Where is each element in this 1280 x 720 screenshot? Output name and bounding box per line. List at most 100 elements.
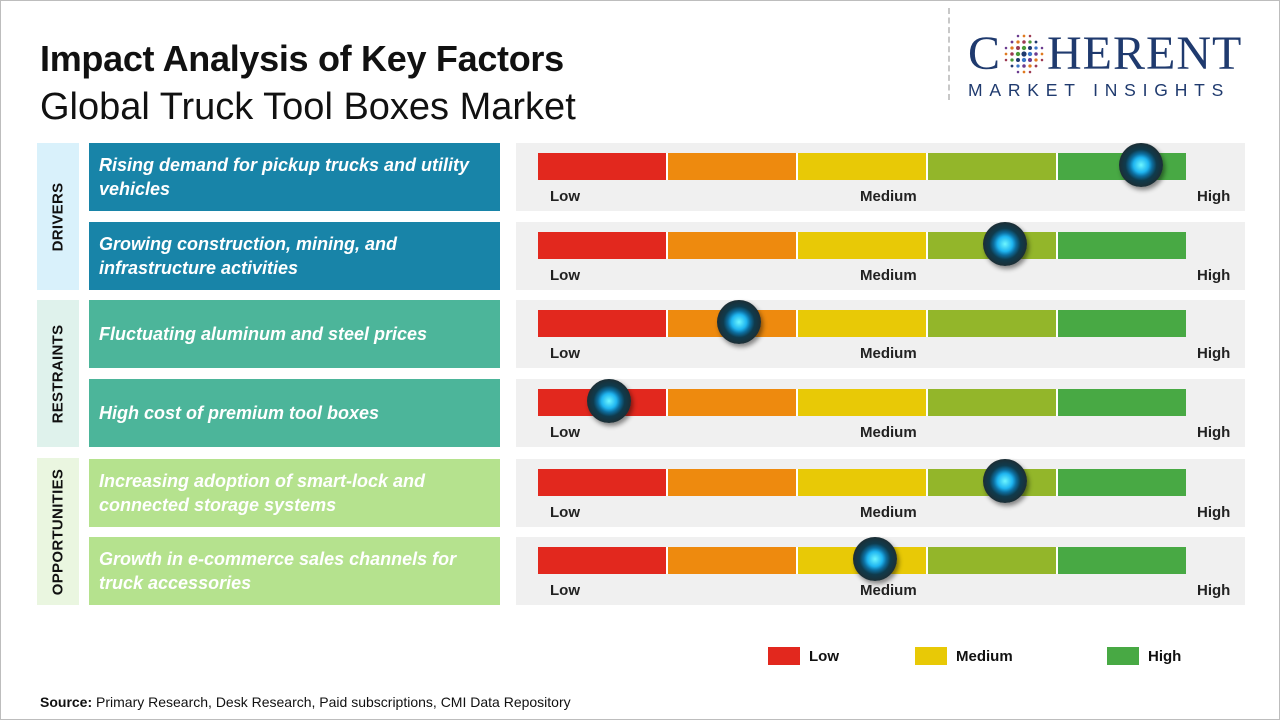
legend-label: Low [809,647,839,665]
gauge-label-low: Low [550,424,580,441]
segment-low [538,153,666,180]
legend-item-high: High [1107,647,1181,665]
segment-medium-high [926,547,1056,574]
segment-medium [796,469,926,496]
impact-marker [587,379,632,423]
legend-item-low: Low [768,647,839,665]
factor-text: Increasing adoption of smart-lock and co… [99,471,426,515]
gauge-label-high: High [1197,582,1231,599]
factor-box: Growing construction, mining, and infras… [89,222,500,290]
logo-dot [1027,51,1033,57]
gauge-bar [538,389,1186,416]
impact-marker [982,222,1027,266]
segment-medium-high [926,389,1056,416]
segment-high [1056,469,1186,496]
logo-dot [1022,70,1026,74]
group-label: DRIVERS [49,182,67,251]
segment-high [1056,389,1186,416]
logo-dot [1010,64,1014,68]
logo-dot [1028,57,1033,63]
source-note: Source: Primary Research, Desk Research,… [40,694,571,710]
impact-gauge: Low Medium High [516,379,1245,447]
factor-box: Fluctuating aluminum and steel prices [89,300,500,368]
legend-label: High [1148,647,1182,665]
logo-tagline: MARKET INSIGHTS [968,80,1231,100]
gauge-label-low: Low [550,188,580,205]
gauge-label-medium: Medium [860,345,917,362]
gauge-bar [538,469,1186,496]
logo-dot [1028,34,1032,38]
group-tag-opportunities: OPPORTUNITIES [37,458,79,605]
impact-gauge: Low Medium High [516,537,1245,605]
logo-dot [1004,58,1008,62]
logo-dot [1022,34,1026,38]
segment-low-medium [666,389,796,416]
segment-low [538,232,666,259]
segment-high [1056,232,1186,259]
segment-low-medium [666,547,796,574]
logo-dot [1034,58,1038,62]
logo-letters-rest: HERENT [1047,27,1243,80]
source-label: Source: [40,694,93,710]
factor-box: Increasing adoption of smart-lock and co… [89,459,500,527]
gauge-bar [538,547,1186,574]
gauge-label-medium: Medium [860,582,917,599]
logo-dot [1022,64,1026,68]
segment-low-medium [666,153,796,180]
segment-medium [796,310,926,337]
gauge-label-high: High [1197,345,1231,362]
logo-dot [1028,64,1032,68]
logo-dot [1040,58,1044,62]
logo-dot [1004,52,1008,56]
group-tag-restraints: RESTRAINTS [37,300,79,447]
group-label: RESTRAINTS [49,324,67,423]
logo-dot [1028,45,1033,51]
gauge-label-low: Low [550,504,580,521]
gauge-label-medium: Medium [860,424,917,441]
logo-dot [1010,46,1014,50]
legend-swatch-low [768,647,800,665]
logo-dot [1016,45,1021,51]
gauge-label-medium: Medium [860,504,917,521]
gauge-label-medium: Medium [860,267,917,284]
impact-marker [982,459,1027,503]
logo-dot [1022,40,1026,44]
logo-dot [1040,52,1044,56]
gauge-label-high: High [1197,267,1231,284]
impact-gauge: Low Medium High [516,300,1245,368]
page-subtitle: Global Truck Tool Boxes Market [40,86,576,128]
segment-medium-high [926,310,1056,337]
gauge-bar [538,310,1186,337]
gauge-bar [538,232,1186,259]
gauge-label-low: Low [550,267,580,284]
factor-text: Fluctuating aluminum and steel prices [99,324,428,344]
segment-medium [796,389,926,416]
logo-dot [1004,46,1008,50]
legend-swatch-high [1107,647,1139,665]
segment-low [538,469,666,496]
page-title: Impact Analysis of Key Factors [40,38,564,79]
logo-dot [1028,40,1032,44]
group-tag-drivers: DRIVERS [37,143,79,290]
logo-dot [1040,46,1044,50]
impact-marker [852,537,897,581]
gauge-label-high: High [1197,504,1231,521]
segment-medium [796,232,926,259]
factor-text: Growing construction, mining, and infras… [99,234,397,278]
logo-dot [1016,34,1020,38]
legend-item-medium: Medium [915,647,1013,665]
logo-dot [1010,52,1014,56]
logo-dot [1010,58,1014,62]
logo-dot [1010,40,1014,44]
logo-dot [1021,57,1027,63]
segment-low-medium [666,232,796,259]
source-text: Primary Research, Desk Research, Paid su… [96,694,571,710]
segment-low [538,547,666,574]
logo-dot [1034,46,1038,50]
logo-dot [1028,70,1032,74]
group-label: OPPORTUNITIES [49,468,67,595]
impact-marker [716,300,761,344]
factor-box: High cost of premium tool boxes [89,379,500,447]
legend-label: Medium [956,647,1013,665]
legend-swatch-medium [915,647,947,665]
